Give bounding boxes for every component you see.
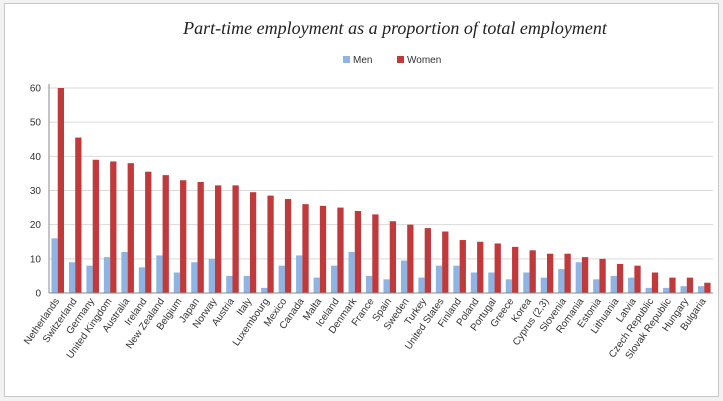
bar-men (243, 275, 250, 293)
legend: Men Women (343, 55, 441, 66)
bar-men (208, 258, 215, 293)
bar-women (424, 228, 431, 293)
bar-women (512, 246, 519, 293)
bar-women (564, 253, 571, 293)
bar-women (110, 161, 117, 293)
bar-men (593, 279, 600, 293)
bar-women (75, 137, 82, 293)
bar-men (505, 279, 513, 293)
bar-men (68, 262, 76, 293)
chart-frame: Part-time employment as a proportion of … (4, 3, 719, 397)
bar-men (226, 275, 233, 293)
bar-women (442, 231, 449, 293)
y-tick-label: 30 (30, 186, 42, 197)
bar-men (663, 287, 670, 293)
bar-women (302, 204, 309, 293)
bar-women (529, 250, 536, 293)
bar-women (599, 258, 606, 293)
legend-swatch-women (397, 56, 404, 63)
bar-men (173, 272, 181, 293)
bar-men (278, 265, 285, 293)
bar-men (680, 286, 687, 293)
bar-women (197, 181, 204, 293)
bar-women (634, 265, 641, 293)
bar-men (331, 265, 338, 293)
legend-label-women: Women (407, 55, 441, 66)
bar-men (191, 262, 198, 293)
bar-men (51, 238, 58, 293)
bar-men (645, 287, 652, 293)
bar-women (127, 163, 134, 293)
y-tick-label: 40 (30, 152, 42, 163)
bar-women (180, 180, 187, 293)
y-tick-label: 20 (30, 220, 42, 231)
bar-men (697, 286, 705, 293)
bar-women (407, 224, 414, 293)
bar-women (389, 221, 397, 293)
bar-women (494, 243, 501, 293)
bar-men (138, 267, 146, 293)
bar-women (92, 159, 99, 293)
bar-men (261, 287, 268, 293)
bar-men (121, 252, 128, 293)
bar-men (523, 272, 530, 293)
bar-men (156, 255, 163, 293)
y-tick-label: 0 (35, 289, 41, 300)
legend-label-men: Men (353, 55, 372, 66)
bar-chart: Part-time employment as a proportion of … (22, 18, 713, 361)
bar-men (418, 277, 425, 293)
bar-men (453, 265, 460, 293)
y-tick-label: 10 (30, 254, 42, 265)
bar-women (162, 175, 169, 293)
legend-swatch-men (343, 56, 350, 63)
bar-men (628, 277, 635, 293)
bar-men (365, 275, 373, 293)
bar-women (232, 185, 239, 293)
bar-men (313, 277, 320, 293)
bar-women (547, 253, 554, 293)
bar-women (581, 257, 589, 293)
bar-men (400, 260, 408, 293)
bar-women (267, 195, 274, 293)
bar-men (435, 265, 443, 293)
bar-women (477, 241, 484, 293)
bar-women (616, 263, 624, 293)
y-tick-label: 60 (30, 84, 42, 95)
bar-men (610, 275, 617, 293)
bar-women (704, 282, 711, 293)
bar-women (284, 199, 292, 293)
bar-women (319, 205, 327, 293)
bar-men (470, 272, 478, 293)
bar-men (558, 269, 565, 293)
bar-women (686, 277, 694, 293)
bar-men (86, 265, 93, 293)
y-tick-label: 50 (30, 118, 42, 129)
bar-women (459, 240, 466, 293)
bar-women (337, 207, 344, 293)
bar-men (488, 272, 495, 293)
bar-men (296, 255, 303, 293)
bar-men (348, 252, 355, 293)
bars (51, 88, 711, 293)
bar-men (540, 277, 547, 293)
bar-men (575, 262, 582, 293)
bar-women (372, 214, 379, 293)
bar-women (669, 277, 676, 293)
bar-women (651, 272, 659, 293)
bar-men (103, 257, 111, 293)
chart-title: Part-time employment as a proportion of … (182, 18, 608, 38)
bar-women (354, 211, 362, 293)
bar-men (383, 279, 390, 293)
bar-women (215, 185, 222, 293)
bar-women (57, 88, 65, 293)
bar-women (145, 171, 152, 293)
bar-women (249, 192, 257, 293)
y-axis: 0 10 20 30 40 50 60 (30, 84, 50, 300)
